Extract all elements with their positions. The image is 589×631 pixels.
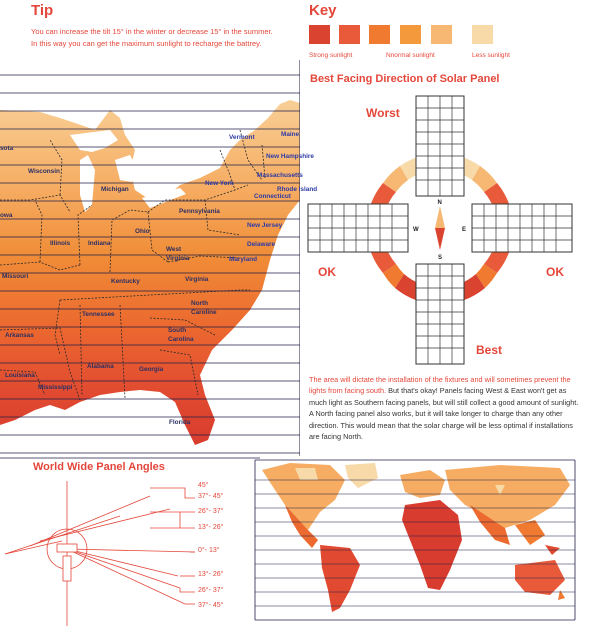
angle-label-7: 26°- 37° bbox=[198, 587, 224, 594]
state-label-new-hampshire: New Hampshire bbox=[266, 153, 314, 160]
best-facing-title: Best Facing Direction of Solar Panel bbox=[310, 73, 500, 85]
label-ok-left: OK bbox=[318, 265, 336, 279]
facing-paragraph: The area will dictate the installation o… bbox=[309, 374, 579, 442]
continents bbox=[262, 463, 570, 612]
state-label-connecticut: Connecticut bbox=[254, 193, 291, 200]
angle-label-6: 13°- 26° bbox=[198, 571, 224, 578]
label-worst: Worst bbox=[366, 106, 400, 120]
world-sunlight-map bbox=[0, 457, 576, 621]
state-label-minnesota: sota bbox=[0, 145, 14, 152]
key-label-normal: Nnormal sunlight bbox=[386, 52, 435, 59]
lake-huron bbox=[115, 155, 138, 182]
state-borders bbox=[0, 129, 266, 401]
state-label-new-york: New York bbox=[205, 180, 234, 187]
key-swatch-2 bbox=[339, 25, 360, 44]
lake-michigan bbox=[80, 155, 95, 212]
lake-erie bbox=[142, 188, 186, 208]
paragraph-body: But that's okay! Panels facing West & Ea… bbox=[309, 386, 579, 442]
angle-label-2: 37°- 45° bbox=[198, 493, 224, 500]
state-label-maryland: Maryland bbox=[229, 256, 258, 263]
paragraph-highlight: The area will dictate the installation o… bbox=[309, 375, 571, 396]
angle-label-3: 26°- 37° bbox=[198, 508, 224, 515]
label-ok-right: OK bbox=[546, 265, 564, 279]
state-label-kentucky: Kentucky bbox=[111, 278, 140, 285]
state-label-illinois: Illinois bbox=[50, 240, 71, 247]
compass-s: S bbox=[438, 255, 442, 261]
state-label-michigan: Michigan bbox=[101, 186, 129, 193]
world-wide-title: World Wide Panel Angles bbox=[33, 461, 165, 473]
state-label-virginia: Virginia bbox=[185, 276, 209, 283]
state-label-maine: Maine bbox=[281, 131, 300, 138]
angle-label-5: 0°- 13° bbox=[198, 547, 220, 554]
tip-line-2: In this way you can get the maximum sunl… bbox=[31, 39, 262, 48]
key-swatch-6 bbox=[472, 25, 493, 44]
key-swatch-5 bbox=[431, 25, 452, 44]
state-label-massachusetts: Massachusetts bbox=[257, 172, 303, 179]
key-swatch-4 bbox=[400, 25, 421, 44]
state-label-delaware: Delaware bbox=[247, 241, 276, 248]
state-label-arkansas: Arkansas bbox=[5, 332, 34, 339]
angle-label-1: 45° bbox=[198, 482, 209, 489]
state-label-wisconsin: Wisconsin bbox=[28, 168, 60, 175]
state-label-tennessee: Tennessee bbox=[82, 311, 115, 318]
key-label-less: Less sunlight bbox=[472, 52, 510, 59]
state-label-indiana: Indiana bbox=[88, 240, 111, 247]
state-label-florida: Florida bbox=[169, 419, 191, 426]
state-label-north-carolina: North Caroline bbox=[191, 300, 217, 316]
latitude-lines bbox=[0, 74, 300, 454]
compass-e: E bbox=[462, 227, 466, 233]
state-label-missouri: Missouri bbox=[2, 273, 29, 280]
compass-needle bbox=[435, 206, 445, 250]
state-label-new-jersey: New Jersey bbox=[247, 222, 283, 229]
state-label-mississippi: Mississippi bbox=[38, 384, 73, 391]
world-latitude-lines bbox=[255, 479, 575, 607]
compass-n: N bbox=[438, 200, 442, 206]
key-label-strong: Strong sunlight bbox=[309, 52, 353, 59]
us-sunlight-map bbox=[0, 60, 300, 456]
state-label-south-carolina: South Carolina bbox=[168, 327, 194, 343]
tip-line-1: You can increase the tilt 15° in the win… bbox=[31, 27, 273, 36]
panel-angle-diagram bbox=[4, 481, 196, 626]
state-label-vermont: Vermont bbox=[229, 134, 255, 141]
great-lakes bbox=[70, 130, 118, 152]
tip-text: You can increase the tilt 15° in the win… bbox=[31, 26, 291, 50]
state-label-west-virginia: West Virginia bbox=[166, 246, 190, 262]
state-label-rhode-island: Rhode Island bbox=[277, 186, 318, 193]
label-best: Best bbox=[476, 343, 503, 357]
panel-cell-grid bbox=[308, 96, 572, 364]
key-swatch-3 bbox=[369, 25, 390, 44]
state-label-louisiana: Louisiana bbox=[5, 372, 35, 379]
state-label-georgia: Georgia bbox=[139, 366, 164, 373]
state-label-alabama: Alabama bbox=[87, 363, 114, 370]
panel-direction-diagram: N S E W bbox=[307, 95, 573, 365]
angle-label-4: 13°- 26° bbox=[198, 524, 224, 531]
state-label-ohio: Ohio bbox=[135, 228, 150, 235]
tip-title: Tip bbox=[31, 2, 54, 19]
state-label-iowa: owa bbox=[0, 212, 13, 219]
angle-label-8: 37°- 45° bbox=[198, 602, 224, 609]
key-swatch-1 bbox=[309, 25, 330, 44]
compass-w: W bbox=[413, 227, 419, 233]
key-title: Key bbox=[309, 2, 337, 19]
state-label-pennsylvania: Pennsylvania bbox=[179, 208, 220, 215]
us-landmass bbox=[0, 100, 300, 445]
